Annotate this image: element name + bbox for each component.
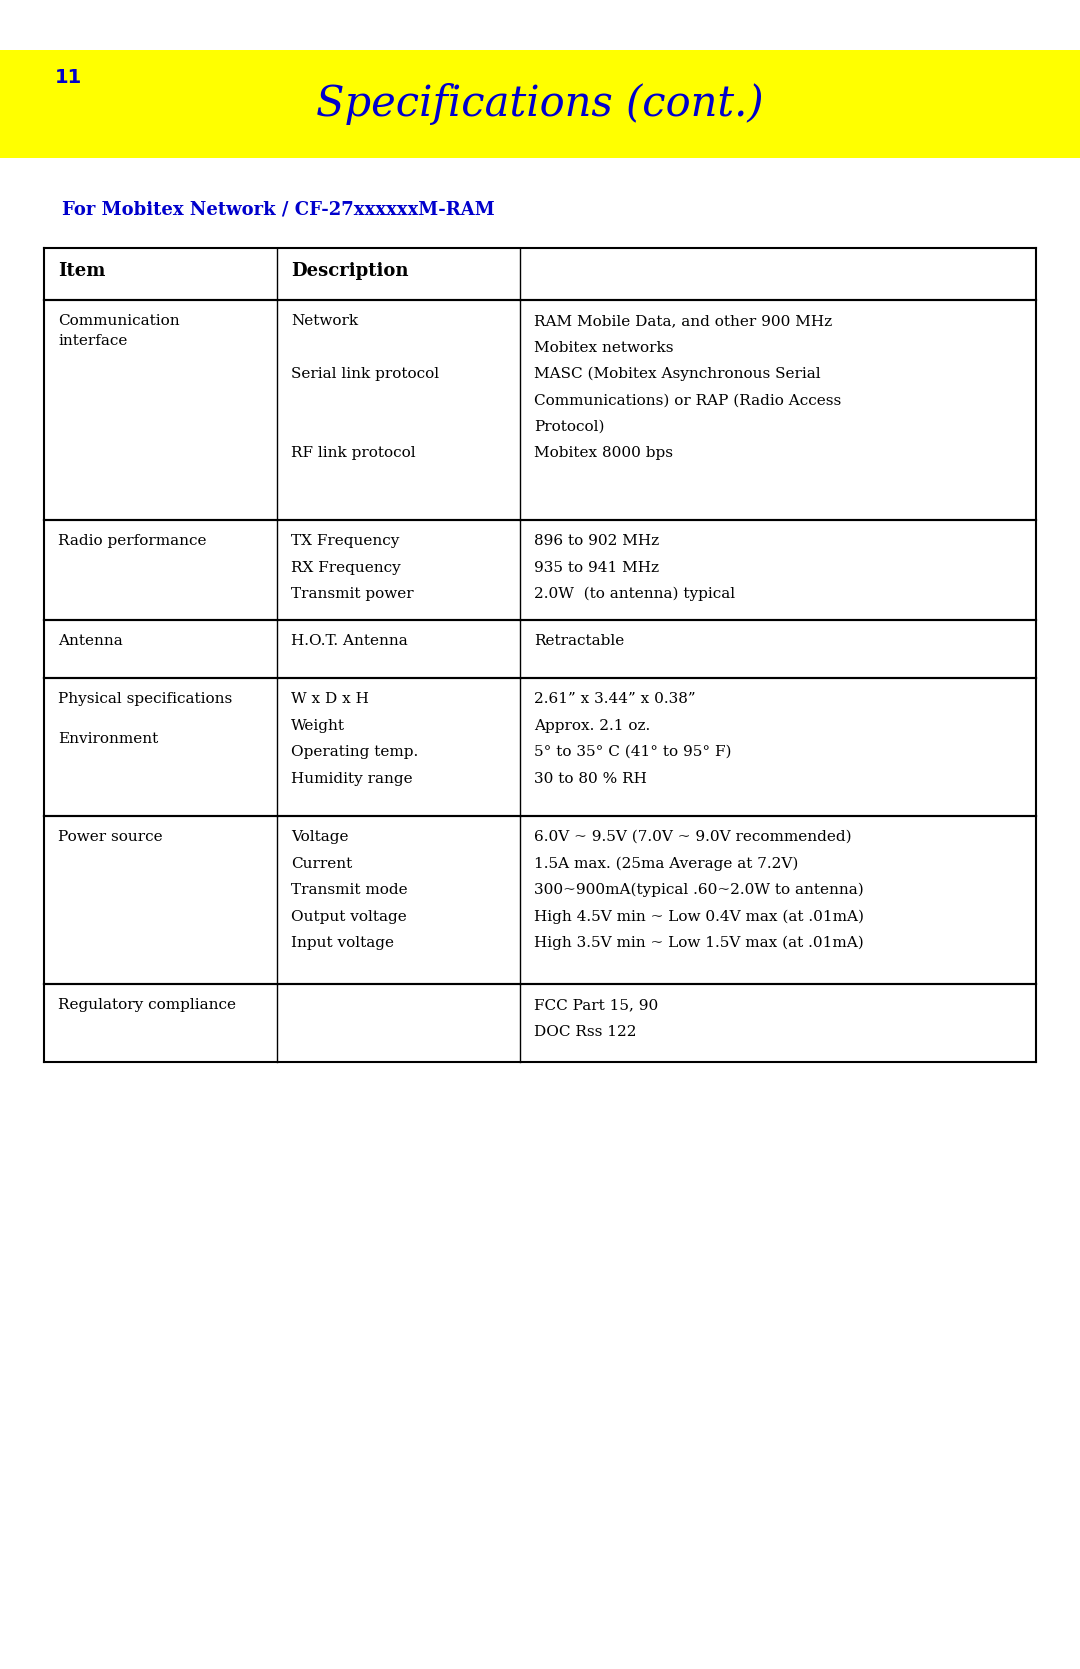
Text: Humidity range: Humidity range bbox=[292, 771, 413, 786]
Text: Serial link protocol: Serial link protocol bbox=[292, 367, 440, 381]
Text: Retractable: Retractable bbox=[535, 634, 624, 648]
Text: 30 to 80 % RH: 30 to 80 % RH bbox=[535, 771, 647, 786]
Text: High 4.5V min ~ Low 0.4V max (at .01mA): High 4.5V min ~ Low 0.4V max (at .01mA) bbox=[535, 910, 864, 925]
Text: RAM Mobile Data, and other 900 MHz: RAM Mobile Data, and other 900 MHz bbox=[535, 314, 833, 329]
Text: Input voltage: Input voltage bbox=[292, 936, 394, 950]
Text: Transmit mode: Transmit mode bbox=[292, 883, 408, 896]
Text: Specifications (cont.): Specifications (cont.) bbox=[316, 83, 764, 125]
Text: High 3.5V min ~ Low 1.5V max (at .01mA): High 3.5V min ~ Low 1.5V max (at .01mA) bbox=[535, 936, 864, 950]
Text: Description: Description bbox=[292, 262, 408, 280]
Text: Network: Network bbox=[292, 314, 359, 329]
Text: Output voltage: Output voltage bbox=[292, 910, 407, 923]
Text: 2.61” x 3.44” x 0.38”: 2.61” x 3.44” x 0.38” bbox=[535, 693, 696, 706]
Text: TX Frequency: TX Frequency bbox=[292, 534, 400, 547]
Text: MASC (Mobitex Asynchronous Serial: MASC (Mobitex Asynchronous Serial bbox=[535, 367, 821, 382]
Text: Approx. 2.1 oz.: Approx. 2.1 oz. bbox=[535, 718, 650, 733]
Text: RF link protocol: RF link protocol bbox=[292, 447, 416, 461]
Text: Communication
interface: Communication interface bbox=[58, 314, 179, 349]
Text: FCC Part 15, 90: FCC Part 15, 90 bbox=[535, 998, 659, 1011]
Text: 2.0W  (to antenna) typical: 2.0W (to antenna) typical bbox=[535, 587, 735, 601]
Text: Protocol): Protocol) bbox=[535, 421, 605, 434]
Text: Current: Current bbox=[292, 856, 352, 871]
Text: 5° to 35° C (41° to 95° F): 5° to 35° C (41° to 95° F) bbox=[535, 744, 731, 759]
Text: Transmit power: Transmit power bbox=[292, 587, 414, 601]
Text: Mobitex networks: Mobitex networks bbox=[535, 340, 674, 354]
Text: Voltage: Voltage bbox=[292, 829, 349, 845]
Text: RX Frequency: RX Frequency bbox=[292, 561, 401, 574]
Text: Power source: Power source bbox=[58, 829, 163, 845]
Text: For Mobitex Network / CF-27xxxxxxM-RAM: For Mobitex Network / CF-27xxxxxxM-RAM bbox=[62, 200, 495, 219]
Text: Item: Item bbox=[58, 262, 106, 280]
Text: W x D x H: W x D x H bbox=[292, 693, 369, 706]
Text: 300~900mA(typical .60~2.0W to antenna): 300~900mA(typical .60~2.0W to antenna) bbox=[535, 883, 864, 898]
Bar bbox=[0, 50, 1080, 159]
Text: 6.0V ~ 9.5V (7.0V ~ 9.0V recommended): 6.0V ~ 9.5V (7.0V ~ 9.0V recommended) bbox=[535, 829, 852, 845]
Text: 1.5A max. (25ma Average at 7.2V): 1.5A max. (25ma Average at 7.2V) bbox=[535, 856, 798, 871]
Text: 896 to 902 MHz: 896 to 902 MHz bbox=[535, 534, 659, 547]
Text: Physical specifications

Environment: Physical specifications Environment bbox=[58, 693, 232, 746]
Text: H.O.T. Antenna: H.O.T. Antenna bbox=[292, 634, 408, 648]
Text: Mobitex 8000 bps: Mobitex 8000 bps bbox=[535, 447, 673, 461]
Text: Communications) or RAP (Radio Access: Communications) or RAP (Radio Access bbox=[535, 394, 841, 407]
Text: 935 to 941 MHz: 935 to 941 MHz bbox=[535, 561, 659, 574]
Text: 11: 11 bbox=[55, 68, 82, 87]
Text: Regulatory compliance: Regulatory compliance bbox=[58, 998, 237, 1011]
Text: DOC Rss 122: DOC Rss 122 bbox=[535, 1025, 637, 1038]
Text: Antenna: Antenna bbox=[58, 634, 123, 648]
Text: Weight: Weight bbox=[292, 718, 346, 733]
Text: Radio performance: Radio performance bbox=[58, 534, 206, 547]
Text: Operating temp.: Operating temp. bbox=[292, 744, 418, 759]
